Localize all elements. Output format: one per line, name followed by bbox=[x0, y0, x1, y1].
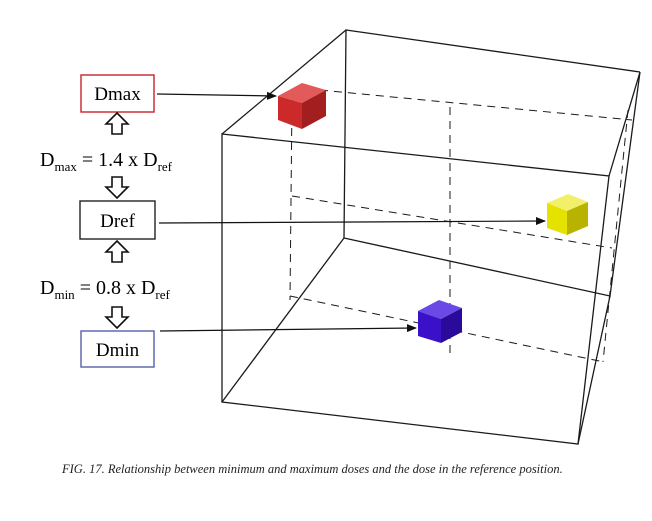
dmax-pointer-arrow bbox=[156, 91, 277, 100]
eq-max-lhs: D bbox=[40, 149, 54, 171]
dmin-pointer-arrow bbox=[159, 324, 417, 333]
eq-max-lhs-sub: max bbox=[54, 159, 77, 174]
dref-pointer-arrow bbox=[158, 217, 546, 226]
double-arrow-down-icon bbox=[104, 176, 130, 200]
dref-label: Dref bbox=[100, 211, 135, 232]
dmax-label: Dmax bbox=[94, 84, 141, 105]
eq-min-lhs: D bbox=[40, 277, 54, 299]
eq-min-mid: = 0.8 x D bbox=[75, 277, 156, 299]
dmin-box: Dmin bbox=[80, 330, 155, 368]
eq-max-mid: = 1.4 x D bbox=[77, 149, 158, 171]
eq-min-lhs-sub: min bbox=[54, 287, 75, 302]
box-edge bbox=[221, 29, 347, 135]
dmin-cube bbox=[418, 300, 462, 343]
box-edge bbox=[608, 71, 641, 177]
dmin-equation: Dmin = 0.8 x Dref bbox=[40, 277, 171, 302]
dmax-cube bbox=[278, 83, 326, 129]
dmin-label: Dmin bbox=[96, 340, 140, 361]
double-arrow-up-icon bbox=[104, 111, 130, 135]
dref-box: Dref bbox=[79, 200, 156, 240]
figure-caption: FIG. 17. Relationship between minimum an… bbox=[62, 462, 563, 476]
box-edge bbox=[577, 295, 611, 445]
dmax-box: Dmax bbox=[80, 74, 155, 113]
double-arrow-down-icon bbox=[104, 306, 130, 330]
double-arrow-up-icon bbox=[104, 239, 130, 263]
dmax-equation: Dmax = 1.4 x Dref bbox=[40, 149, 173, 174]
box-edge bbox=[221, 237, 345, 403]
dref-cube bbox=[547, 194, 588, 235]
eq-max-rhs-sub: ref bbox=[158, 159, 173, 174]
wireframe-box bbox=[221, 29, 641, 445]
box-front-face bbox=[221, 133, 610, 445]
eq-min-rhs-sub: ref bbox=[155, 287, 170, 302]
